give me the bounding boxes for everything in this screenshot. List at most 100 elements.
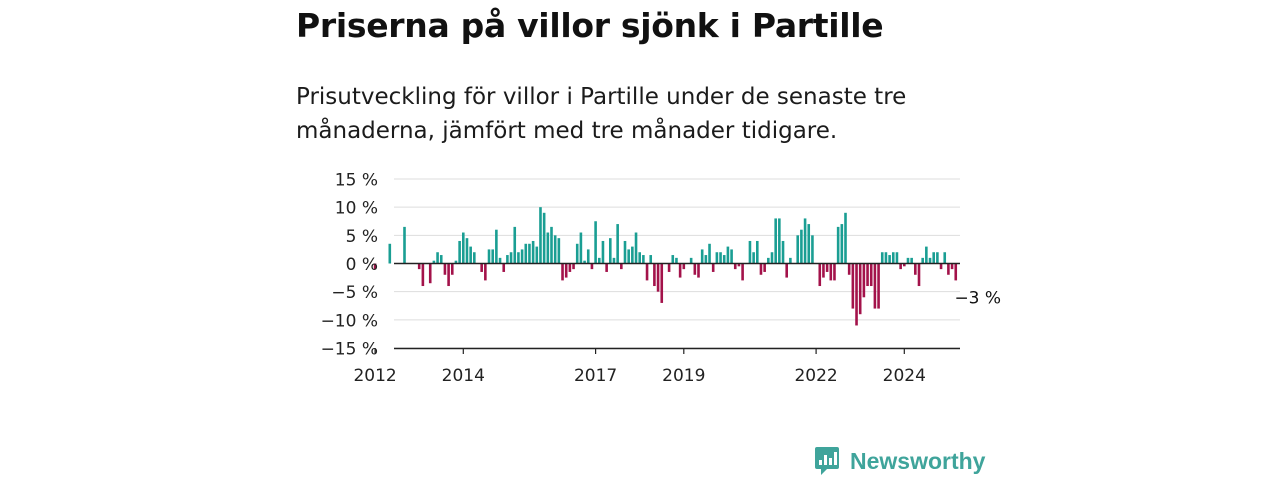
bar: [899, 263, 902, 270]
bar: [586, 249, 590, 264]
bar: [473, 252, 476, 264]
bar: [862, 263, 866, 298]
bar: [428, 263, 432, 284]
bar: [642, 255, 645, 264]
bar: [620, 263, 623, 270]
bar: [495, 229, 498, 264]
bar: [667, 263, 671, 272]
bar: [730, 249, 733, 264]
bar: [579, 232, 583, 264]
x-tick-label: 2017: [574, 366, 617, 386]
newsworthy-logo-icon: [815, 447, 839, 475]
x-tick-label: 2022: [794, 366, 837, 386]
bar: [847, 263, 851, 275]
axes: [374, 262, 960, 354]
bar: [575, 243, 579, 264]
bar: [733, 263, 737, 270]
y-tick-label: 0 %: [346, 255, 378, 275]
bar: [675, 257, 678, 264]
bar: [803, 218, 807, 264]
bar: [748, 240, 752, 264]
bar: [903, 263, 906, 267]
bar: [877, 263, 880, 309]
bar: [759, 263, 763, 275]
bar: [568, 263, 572, 272]
y-tick-label: 5 %: [346, 227, 378, 247]
bar: [708, 243, 711, 264]
bar: [653, 263, 656, 287]
bar: [939, 263, 943, 270]
bars: [373, 207, 958, 326]
x-tick-label: 2024: [883, 366, 926, 386]
y-tick-label: 10 %: [335, 199, 378, 219]
bar: [528, 243, 531, 264]
bar: [605, 263, 608, 272]
bar: [855, 263, 858, 326]
bar: [678, 263, 682, 278]
bar: [436, 252, 439, 264]
bar: [649, 255, 653, 264]
bar: [936, 252, 939, 264]
bar: [917, 263, 921, 287]
bar: [833, 263, 836, 281]
bar: [454, 260, 458, 264]
y-tick-label: −5 %: [331, 283, 378, 303]
bar: [498, 257, 502, 264]
bar: [888, 255, 891, 264]
bar: [950, 263, 954, 270]
x-tick-label: 2012: [353, 366, 396, 386]
bar: [462, 232, 465, 264]
bar: [583, 260, 586, 264]
bar: [884, 252, 888, 264]
bar: [550, 226, 553, 264]
bar: [502, 263, 506, 272]
y-tick-label: −15 %: [321, 340, 378, 360]
bar: [671, 255, 675, 264]
bar: [704, 255, 708, 264]
bar: [597, 257, 601, 264]
bar: [612, 257, 616, 264]
bar: [719, 252, 722, 264]
bar: [450, 263, 454, 275]
bar: [539, 207, 542, 264]
bar: [656, 263, 660, 292]
bar: [623, 240, 627, 264]
bar: [373, 263, 377, 270]
bar: [925, 246, 928, 264]
newsworthy-logo[interactable]: Newsworthy: [814, 444, 985, 478]
bar: [829, 263, 833, 281]
bar: [631, 246, 634, 264]
bar: [609, 238, 612, 264]
bar: [737, 263, 741, 267]
bar: [682, 263, 686, 270]
y-tick-label: −10 %: [321, 311, 378, 331]
bar: [906, 257, 910, 264]
bar: [524, 243, 528, 264]
bar: [520, 249, 524, 264]
bar: [480, 263, 483, 272]
bar: [767, 257, 770, 264]
bar: [417, 263, 421, 270]
bar: [756, 240, 759, 264]
bar: [484, 263, 487, 281]
latest-value-label: −3 %: [954, 288, 1001, 308]
bar: [517, 252, 520, 264]
bar: [781, 240, 785, 264]
labels: 15 % 10 % 5 % 0 % −5 % −10 % −15 % 2012 2014 2017…: [321, 171, 1002, 387]
bar: [616, 224, 619, 264]
bar: [752, 252, 755, 264]
bar: [634, 232, 638, 264]
bar: [403, 226, 406, 264]
bar: [858, 263, 862, 315]
brand-name: Newsworthy: [850, 447, 986, 474]
bar: [851, 263, 855, 309]
bar: [910, 257, 913, 264]
bar: [638, 252, 641, 264]
bar: [590, 263, 594, 270]
bar: [572, 263, 575, 270]
bar: [741, 263, 744, 281]
x-tick-label: 2019: [662, 366, 705, 386]
bar: [866, 263, 869, 287]
bar: [388, 243, 392, 264]
